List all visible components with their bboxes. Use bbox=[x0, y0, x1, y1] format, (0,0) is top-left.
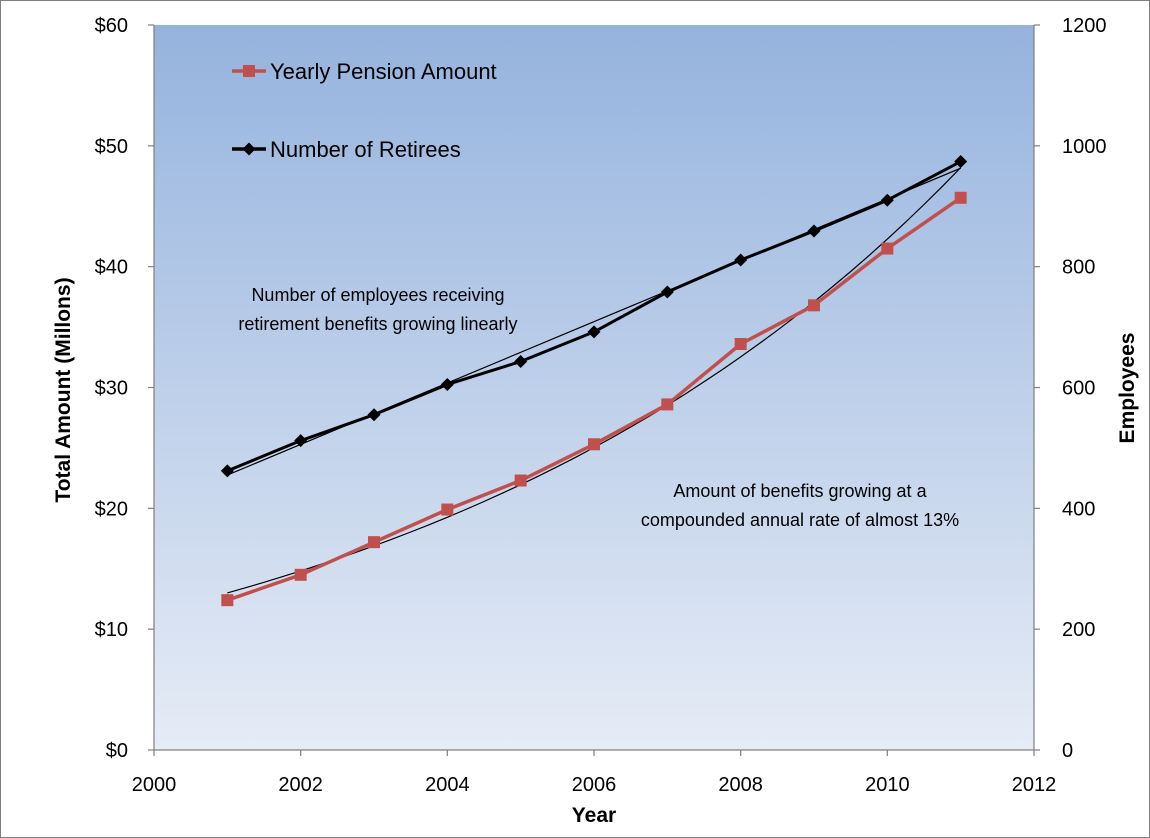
retirees-point bbox=[294, 434, 308, 448]
y-axis-left-title: Total Amount (Millons) bbox=[52, 277, 75, 502]
pension-point bbox=[661, 398, 674, 411]
retirees-point bbox=[660, 285, 674, 299]
y-right-tick-label: 0 bbox=[1062, 740, 1073, 762]
annotation-text: Number of employees receiving retirement … bbox=[238, 285, 517, 334]
legend-marker-diamond bbox=[242, 142, 256, 156]
annotation-line: retirement benefits growing linearly bbox=[238, 314, 517, 334]
y-right-tick-label: 600 bbox=[1062, 378, 1095, 400]
x-tick-label: 2006 bbox=[572, 774, 617, 796]
pension-point bbox=[441, 503, 454, 516]
retirees-point bbox=[367, 408, 381, 422]
retirees-point bbox=[807, 224, 821, 238]
y-left-tick-label: $20 bbox=[95, 498, 128, 520]
y-right-tick-label: 1000 bbox=[1062, 136, 1107, 158]
pension-point bbox=[954, 191, 967, 204]
x-tick-label: 2008 bbox=[718, 774, 763, 796]
y-right-tick-label: 800 bbox=[1062, 257, 1095, 279]
x-tick-label: 2002 bbox=[278, 774, 323, 796]
retirees-point bbox=[514, 355, 528, 369]
annotation-line: Number of employees receiving bbox=[251, 285, 504, 305]
retirees-point bbox=[440, 377, 454, 391]
annotation-text: Amount of benefits growing at a compounde… bbox=[641, 481, 959, 530]
retirees-point bbox=[734, 253, 748, 267]
pension-point bbox=[514, 474, 527, 487]
y-left-tick-label: $30 bbox=[95, 378, 128, 400]
plot-area bbox=[154, 25, 1034, 750]
pension-point bbox=[734, 338, 747, 350]
retirees-point bbox=[220, 464, 234, 478]
legend-marker-square bbox=[243, 65, 255, 77]
y-left-tick-label: $0 bbox=[106, 740, 128, 762]
x-tick-label: 2010 bbox=[865, 774, 910, 796]
legend-label: Yearly Pension Amount bbox=[270, 59, 497, 84]
pension-point bbox=[368, 536, 380, 549]
pension-point bbox=[588, 438, 600, 451]
x-tick-label: 2004 bbox=[425, 774, 470, 796]
y-axis-right-title: Employees bbox=[1116, 333, 1139, 444]
x-tick-label: 2012 bbox=[1012, 774, 1057, 796]
y-left-tick-label: $10 bbox=[95, 619, 128, 641]
x-axis-title: Year bbox=[572, 804, 616, 827]
y-right-tick-label: 200 bbox=[1062, 619, 1095, 641]
y-right-tick-label: 1200 bbox=[1062, 15, 1107, 37]
pension-point bbox=[881, 242, 894, 255]
annotation-line: compounded annual rate of almost 13% bbox=[641, 510, 959, 530]
y-right-tick-label: 400 bbox=[1062, 498, 1095, 520]
annotation-line: Amount of benefits growing at a bbox=[673, 481, 927, 501]
retirees-point bbox=[587, 325, 601, 339]
x-tick-label: 2000 bbox=[132, 774, 177, 796]
y-left-tick-label: $60 bbox=[95, 15, 128, 37]
pension-point bbox=[294, 568, 307, 581]
pension-point bbox=[808, 299, 820, 312]
y-left-tick-label: $40 bbox=[95, 257, 128, 279]
retirees-point bbox=[880, 193, 894, 207]
pension-point bbox=[221, 594, 234, 607]
y-left-tick-label: $50 bbox=[95, 136, 128, 158]
legend-label: Number of Retirees bbox=[270, 137, 461, 162]
retirees-point bbox=[954, 155, 968, 169]
